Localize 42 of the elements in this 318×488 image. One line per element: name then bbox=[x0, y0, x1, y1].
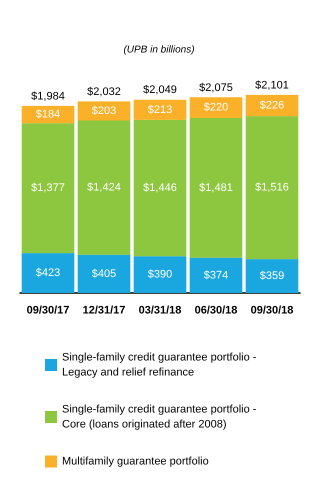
data-label: $184 bbox=[36, 108, 60, 121]
data-label: $1,424 bbox=[87, 182, 121, 194]
bar bbox=[190, 258, 242, 293]
total-label: $1,984 bbox=[31, 90, 65, 102]
bar bbox=[134, 100, 186, 120]
bar bbox=[190, 97, 242, 118]
data-label: $423 bbox=[36, 267, 60, 280]
data-label: $405 bbox=[92, 268, 116, 280]
chart-title: (UPB in billions) bbox=[123, 44, 195, 56]
bar bbox=[78, 120, 130, 255]
data-label: $203 bbox=[92, 104, 116, 117]
legend-label: Single-family credit guarantee portfolio - Core (loans originated after 2008) bbox=[62, 404, 260, 430]
bar bbox=[78, 254, 130, 293]
data-label: $390 bbox=[148, 268, 172, 281]
total-label: $2,101 bbox=[255, 79, 289, 92]
bar bbox=[22, 123, 74, 254]
bar bbox=[246, 116, 298, 260]
legend-label: Single-family credit guarantee portfolio - Legacy and relief refinance bbox=[62, 352, 260, 378]
total-label: $2,075 bbox=[199, 82, 233, 94]
data-label: $1,377 bbox=[31, 182, 65, 194]
data-label: $1,516 bbox=[255, 182, 289, 194]
data-label: $226 bbox=[260, 99, 284, 112]
bar bbox=[134, 120, 186, 256]
x-tick-label: 03/31/18 bbox=[138, 304, 182, 316]
x-tick-label: 09/30/17 bbox=[26, 304, 70, 316]
bar bbox=[134, 256, 186, 293]
data-label: $374 bbox=[204, 269, 228, 282]
data-label: $213 bbox=[148, 104, 172, 116]
data-label: $1,446 bbox=[143, 182, 177, 194]
bar bbox=[246, 94, 298, 116]
total-label: $2,049 bbox=[143, 84, 177, 96]
data-label: $359 bbox=[260, 270, 284, 282]
x-tick-label: 09/30/18 bbox=[250, 304, 294, 316]
bar bbox=[22, 253, 74, 293]
total-label: $2,032 bbox=[87, 86, 121, 98]
data-label: $1,481 bbox=[199, 182, 233, 194]
x-tick-label: 12/31/17 bbox=[82, 304, 126, 316]
legend-label: Multifamily guarantee portfolio bbox=[62, 456, 209, 468]
x-tick-label: 06/30/18 bbox=[194, 304, 238, 316]
bar bbox=[190, 118, 242, 258]
data-label: $220 bbox=[204, 102, 228, 114]
bar bbox=[246, 259, 298, 293]
